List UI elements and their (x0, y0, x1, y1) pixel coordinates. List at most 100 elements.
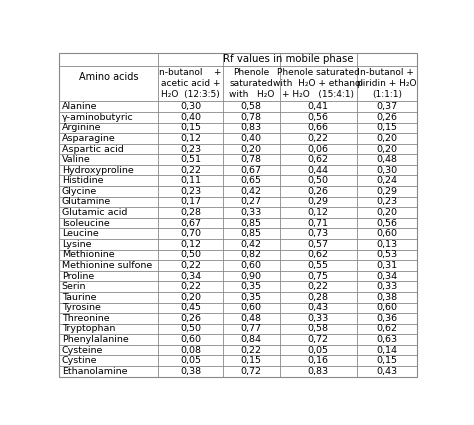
Text: 0,26: 0,26 (180, 314, 201, 323)
Text: γ-aminobutyric: γ-aminobutyric (62, 113, 134, 122)
Text: Phenole saturated
with  H₂O + ethanol
+ H₂O   (15:4:1): Phenole saturated with H₂O + ethanol + H… (273, 68, 363, 99)
Text: 0,58: 0,58 (241, 102, 262, 111)
Text: 0,20: 0,20 (241, 144, 262, 153)
Text: 0,62: 0,62 (308, 250, 329, 259)
Text: 0,77: 0,77 (241, 324, 262, 334)
Text: 0,56: 0,56 (308, 113, 329, 122)
Text: 0,48: 0,48 (241, 314, 262, 323)
Text: 0,23: 0,23 (180, 187, 201, 196)
Text: 0,60: 0,60 (241, 303, 262, 312)
Text: 0,30: 0,30 (376, 166, 398, 175)
Text: Rf values in mobile phase: Rf values in mobile phase (223, 54, 353, 64)
Text: 0,60: 0,60 (377, 303, 398, 312)
Text: Methionine: Methionine (62, 250, 114, 259)
Text: 0,35: 0,35 (241, 282, 262, 291)
Text: n-butanol    +
acetic acid +
H₂O  (12:3:5): n-butanol + acetic acid + H₂O (12:3:5) (159, 68, 222, 99)
Text: 0,75: 0,75 (308, 272, 329, 280)
Text: 0,63: 0,63 (376, 335, 398, 344)
Text: 0,15: 0,15 (377, 356, 398, 365)
Text: Histidine: Histidine (62, 176, 103, 185)
Text: 0,29: 0,29 (377, 187, 398, 196)
Text: 0,45: 0,45 (180, 303, 201, 312)
Text: Cysteine: Cysteine (62, 346, 103, 354)
Text: 0,20: 0,20 (377, 144, 398, 153)
Text: 0,24: 0,24 (377, 176, 398, 185)
Text: 0,33: 0,33 (308, 314, 329, 323)
Text: 0,55: 0,55 (308, 261, 329, 270)
Text: 0,31: 0,31 (376, 261, 398, 270)
Text: n-butanol +
piridin + H₂O
(1:1:1): n-butanol + piridin + H₂O (1:1:1) (357, 68, 417, 99)
Text: 0,51: 0,51 (180, 155, 201, 164)
Text: Glycine: Glycine (62, 187, 97, 196)
Text: Asparagine: Asparagine (62, 134, 116, 143)
Text: Valine: Valine (62, 155, 91, 164)
Text: 0,13: 0,13 (376, 240, 398, 249)
Text: 0,42: 0,42 (241, 240, 262, 249)
Text: 0,40: 0,40 (241, 134, 262, 143)
Text: 0,85: 0,85 (241, 229, 262, 238)
Text: 0,50: 0,50 (308, 176, 329, 185)
Text: 0,42: 0,42 (241, 187, 262, 196)
Text: 0,22: 0,22 (180, 166, 201, 175)
Text: 0,30: 0,30 (180, 102, 201, 111)
Text: 0,67: 0,67 (180, 218, 201, 228)
Text: 0,20: 0,20 (377, 134, 398, 143)
Text: 0,43: 0,43 (376, 367, 398, 376)
Text: 0,65: 0,65 (241, 176, 262, 185)
Text: Aspartic acid: Aspartic acid (62, 144, 124, 153)
Text: 0,14: 0,14 (377, 346, 398, 354)
Text: 0,22: 0,22 (241, 346, 262, 354)
Text: Phenole
saturated
with   H₂O: Phenole saturated with H₂O (228, 68, 274, 99)
Text: 0,08: 0,08 (180, 346, 201, 354)
Text: Glutamic acid: Glutamic acid (62, 208, 127, 217)
Text: 0,20: 0,20 (377, 208, 398, 217)
Text: Cystine: Cystine (62, 356, 97, 365)
Text: 0,85: 0,85 (241, 218, 262, 228)
Text: 0,29: 0,29 (308, 198, 329, 207)
Text: 0,05: 0,05 (180, 356, 201, 365)
Text: 0,15: 0,15 (241, 356, 262, 365)
Text: 0,20: 0,20 (180, 293, 201, 302)
Text: Glutamine: Glutamine (62, 198, 111, 207)
Text: 0,43: 0,43 (308, 303, 329, 312)
Text: Threonine: Threonine (62, 314, 109, 323)
Text: 0,62: 0,62 (377, 324, 398, 334)
Text: Ethanolamine: Ethanolamine (62, 367, 128, 376)
Text: 0,34: 0,34 (180, 272, 201, 280)
Text: 0,15: 0,15 (180, 123, 201, 132)
Text: 0,12: 0,12 (308, 208, 329, 217)
Text: 0,12: 0,12 (180, 240, 201, 249)
Text: Alanine: Alanine (62, 102, 97, 111)
Text: 0,36: 0,36 (376, 314, 398, 323)
Text: Phenylalanine: Phenylalanine (62, 335, 128, 344)
Text: 0,06: 0,06 (308, 144, 329, 153)
Text: 0,56: 0,56 (377, 218, 398, 228)
Text: 0,58: 0,58 (308, 324, 329, 334)
Text: 0,17: 0,17 (180, 198, 201, 207)
Text: 0,27: 0,27 (241, 198, 262, 207)
Text: 0,33: 0,33 (241, 208, 262, 217)
Text: Tyrosine: Tyrosine (62, 303, 100, 312)
Text: 0,35: 0,35 (241, 293, 262, 302)
Text: 0,28: 0,28 (308, 293, 329, 302)
Text: 0,05: 0,05 (308, 346, 329, 354)
Text: 0,22: 0,22 (180, 261, 201, 270)
Text: 0,60: 0,60 (241, 261, 262, 270)
Text: 0,83: 0,83 (241, 123, 262, 132)
Text: 0,22: 0,22 (180, 282, 201, 291)
Text: Arginine: Arginine (62, 123, 101, 132)
Text: 0,15: 0,15 (377, 123, 398, 132)
Text: Hydroxyproline: Hydroxyproline (62, 166, 134, 175)
Text: 0,78: 0,78 (241, 155, 262, 164)
Text: 0,83: 0,83 (308, 367, 329, 376)
Text: 0,62: 0,62 (308, 155, 329, 164)
Text: 0,72: 0,72 (241, 367, 262, 376)
Text: 0,73: 0,73 (308, 229, 329, 238)
Text: 0,28: 0,28 (180, 208, 201, 217)
Text: Tryptophan: Tryptophan (62, 324, 115, 334)
Text: 0,57: 0,57 (308, 240, 329, 249)
Text: 0,23: 0,23 (376, 198, 398, 207)
Text: Lysine: Lysine (62, 240, 91, 249)
Text: Serin: Serin (62, 282, 86, 291)
Text: 0,60: 0,60 (377, 229, 398, 238)
